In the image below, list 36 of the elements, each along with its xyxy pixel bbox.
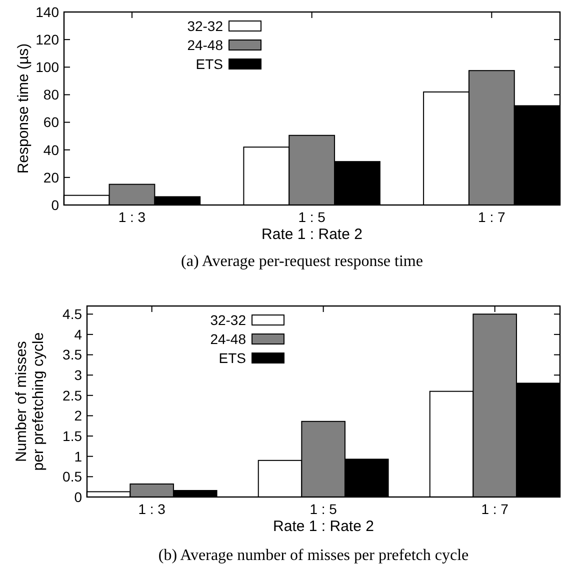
y-tick-label: 0 (74, 488, 82, 505)
legend-label: 32-32 (210, 312, 246, 328)
y-tick-label: 40 (43, 142, 60, 158)
y-tick-label: 1.5 (62, 428, 82, 444)
x-tick-label: 1 : 3 (118, 209, 146, 225)
y-tick-label: 2.5 (62, 387, 82, 404)
x-tick-label: 1 : 3 (138, 501, 166, 517)
y-tick-label: 60 (43, 114, 60, 130)
y-axis-title: Response time (µs) (15, 43, 32, 174)
y-tick-label: 1 (74, 448, 82, 464)
y-tick-label: 100 (36, 59, 60, 76)
y-tick-label: 0.5 (62, 468, 82, 485)
y-axis-title: Number of misses per prefetching cycle (13, 332, 47, 471)
legend-label: 32-32 (187, 18, 224, 34)
legend-label: ETS (218, 350, 246, 366)
x-tick-label: 1 : 7 (478, 209, 506, 225)
legend-label: 24-48 (187, 36, 224, 53)
y-tick-label: 4.5 (62, 306, 82, 322)
text: (b) Average number of misses per prefetch cycle (158, 547, 469, 564)
y-tick-label: 2 (74, 408, 82, 424)
legend-label: 24-48 (210, 330, 246, 347)
legend-label: ETS (196, 56, 223, 72)
y-tick-label: 20 (43, 169, 60, 186)
x-axis-title: Rate 1 : Rate 2 (273, 518, 374, 535)
y-tick-label: 140 (36, 4, 60, 20)
x-tick-label: 1 : 5 (298, 209, 326, 225)
y-tick-label: 120 (36, 31, 60, 48)
y-tick-label: 3 (74, 366, 82, 383)
x-tick-label: 1 : 7 (481, 501, 509, 517)
x-tick-label: 1 : 5 (310, 501, 338, 517)
y-tick-label: 4 (74, 326, 82, 342)
y-tick-label: 0 (51, 196, 60, 213)
text: (a) Average per-request response time (181, 253, 423, 270)
x-axis-title: Rate 1 : Rate 2 (262, 226, 362, 243)
y-tick-label: 3.5 (62, 346, 82, 363)
y-tick-label: 80 (43, 86, 60, 103)
